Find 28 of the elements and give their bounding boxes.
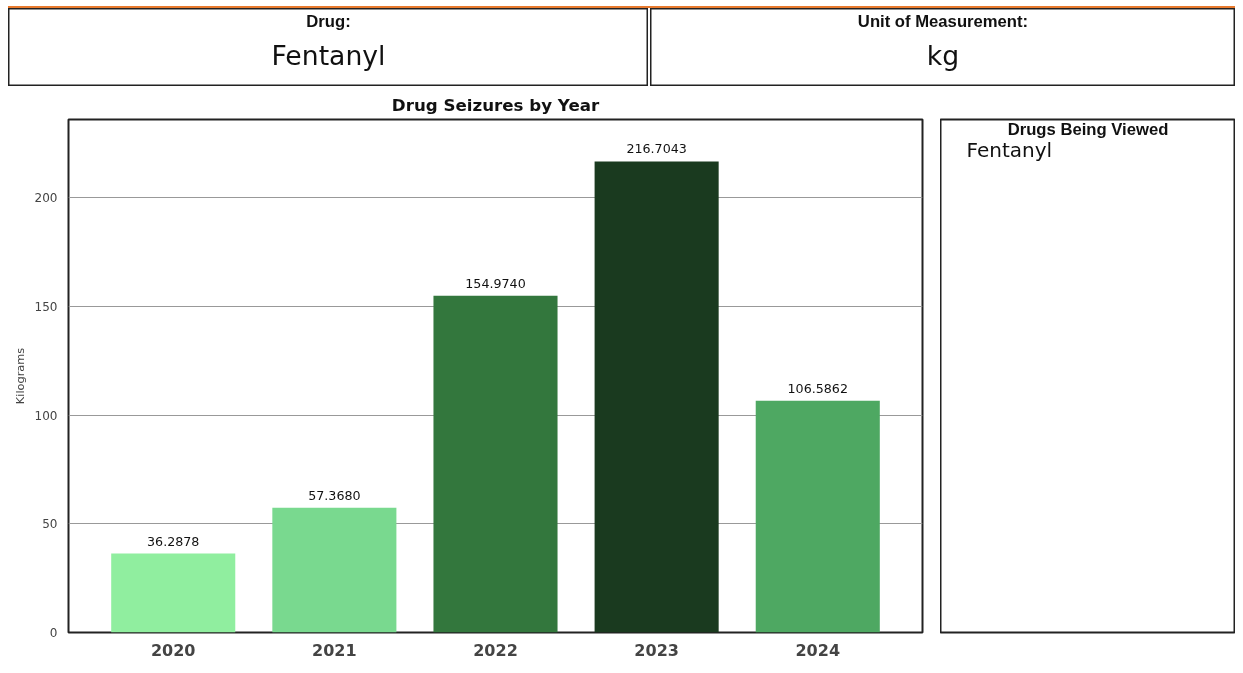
data-label: 57.3680: [308, 487, 361, 503]
bar: [272, 507, 397, 633]
data-label: 36.2878: [147, 533, 200, 549]
x-tick-label: 2021: [312, 640, 357, 660]
bar: [433, 295, 558, 633]
data-label: 154.9740: [465, 275, 526, 291]
bar: [111, 553, 236, 633]
x-tick-label: 2023: [634, 640, 679, 660]
text: kg: [926, 39, 960, 71]
chart-title: Drug Seizures by Year: [391, 95, 600, 115]
y-axis-title: Kilograms: [12, 347, 27, 405]
x-tick-label: 2022: [473, 640, 518, 660]
bar: [594, 161, 719, 633]
x-tick-label: 2024: [795, 640, 841, 660]
y-tick-label: 150: [34, 299, 58, 314]
y-tick-label: 200: [34, 191, 58, 206]
y-tick-label: 0: [49, 626, 58, 640]
text: Fentanyl: [966, 137, 1053, 162]
bar: [755, 400, 880, 633]
y-tick-label: 100: [34, 408, 58, 423]
y-tick-label: 50: [42, 517, 58, 532]
data-label: 216.7043: [626, 141, 687, 157]
text: Drugs Being Viewed: [1007, 119, 1169, 139]
text: Drug:: [306, 11, 351, 31]
text: Unit of Measurement:: [857, 11, 1029, 31]
data-label: 106.5862: [787, 380, 848, 396]
text: Fentanyl: [271, 39, 386, 71]
x-tick-label: 2020: [150, 640, 196, 660]
